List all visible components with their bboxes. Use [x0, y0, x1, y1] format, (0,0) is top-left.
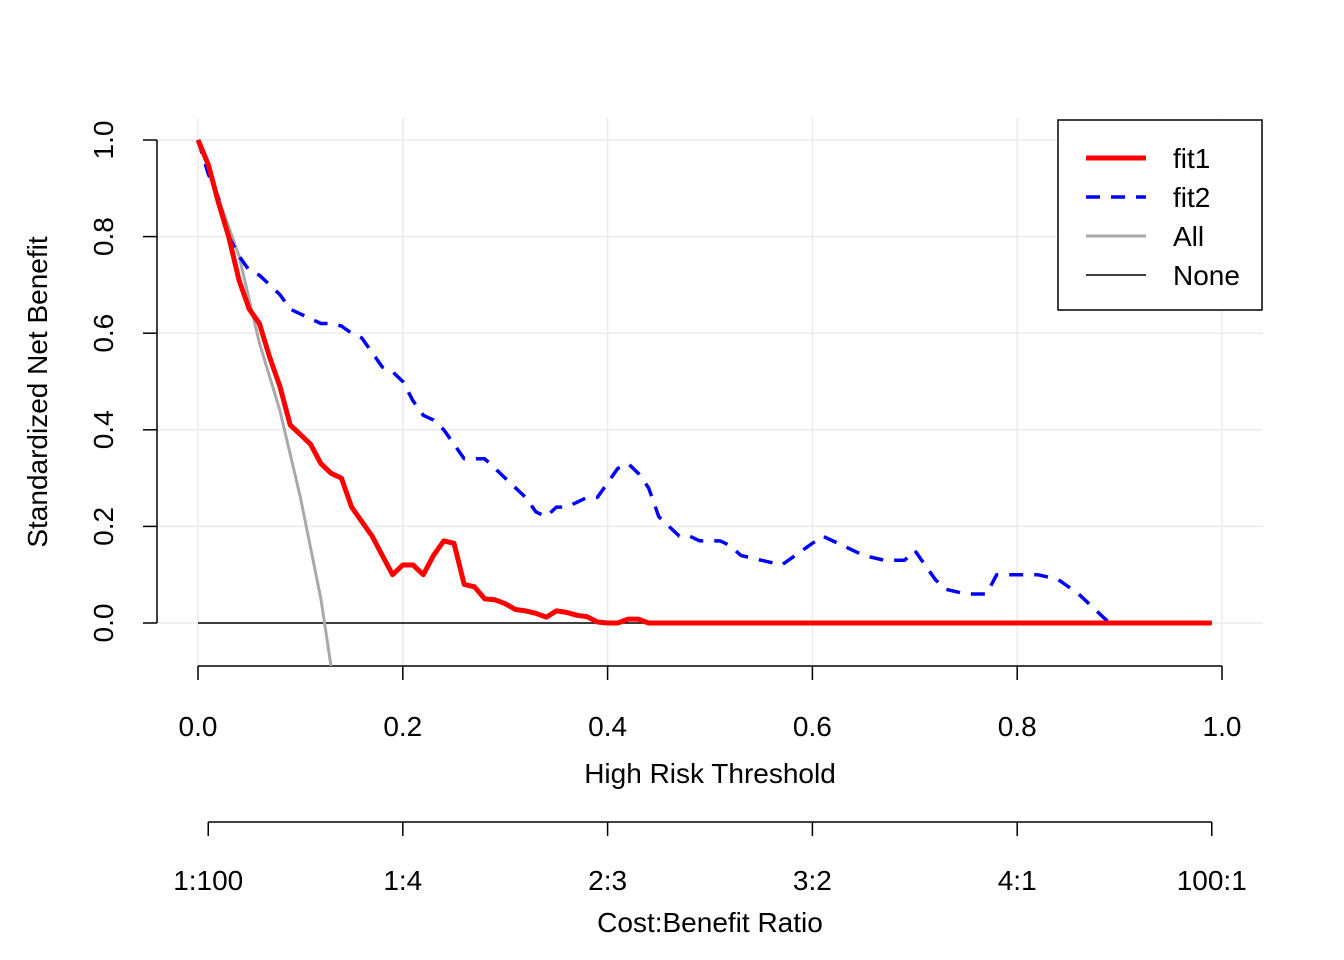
- y-tick-label: 0.0: [88, 604, 119, 643]
- x-tick-label: 0.4: [588, 711, 627, 742]
- secondary-x-tick-label: 1:4: [383, 865, 422, 896]
- x-tick-label: 0.0: [179, 711, 218, 742]
- secondary-x-tick-label: 100:1: [1177, 865, 1247, 896]
- series-line-fit2: [196, 139, 1212, 625]
- secondary-x-tick-label: 3:2: [793, 865, 832, 896]
- legend-label-fit2: fit2: [1173, 182, 1210, 213]
- axes: 0.0 0.2 0.4 0.6 0.8 1.0 0.0 0.2 0.4 0.6 0.8 1.0 1:10…: [88, 121, 1247, 896]
- y-tick-label: 0.6: [88, 314, 119, 353]
- x-tick-label: 0.8: [998, 711, 1037, 742]
- legend-label-fit1: fit1: [1173, 143, 1210, 174]
- y-tick-label: 0.2: [88, 507, 119, 546]
- y-axis-title: Standardized Net Benefit: [22, 236, 53, 548]
- x-tick-label: 0.6: [793, 711, 832, 742]
- y-tick-label: 0.4: [88, 410, 119, 449]
- secondary-x-axis-title: Cost:Benefit Ratio: [597, 907, 823, 938]
- x-tick-label: 1.0: [1203, 711, 1242, 742]
- legend-box: [1057, 119, 1263, 311]
- legend: fit1 fit2 All None: [1057, 119, 1263, 311]
- x-tick-label: 0.2: [383, 711, 422, 742]
- y-tick-label: 0.8: [88, 217, 119, 256]
- legend-label-none: None: [1173, 260, 1240, 291]
- legend-label-all: All: [1173, 221, 1204, 252]
- y-tick-label: 1.0: [88, 121, 119, 160]
- series-lines: [195, 139, 1212, 666]
- secondary-x-tick-label: 1:100: [173, 865, 243, 896]
- secondary-x-tick-label: 2:3: [588, 865, 627, 896]
- series-line-all: [196, 139, 333, 666]
- secondary-x-tick-label: 4:1: [998, 865, 1037, 896]
- series-line-fit1: [195, 139, 1212, 626]
- x-axis-title: High Risk Threshold: [584, 758, 836, 789]
